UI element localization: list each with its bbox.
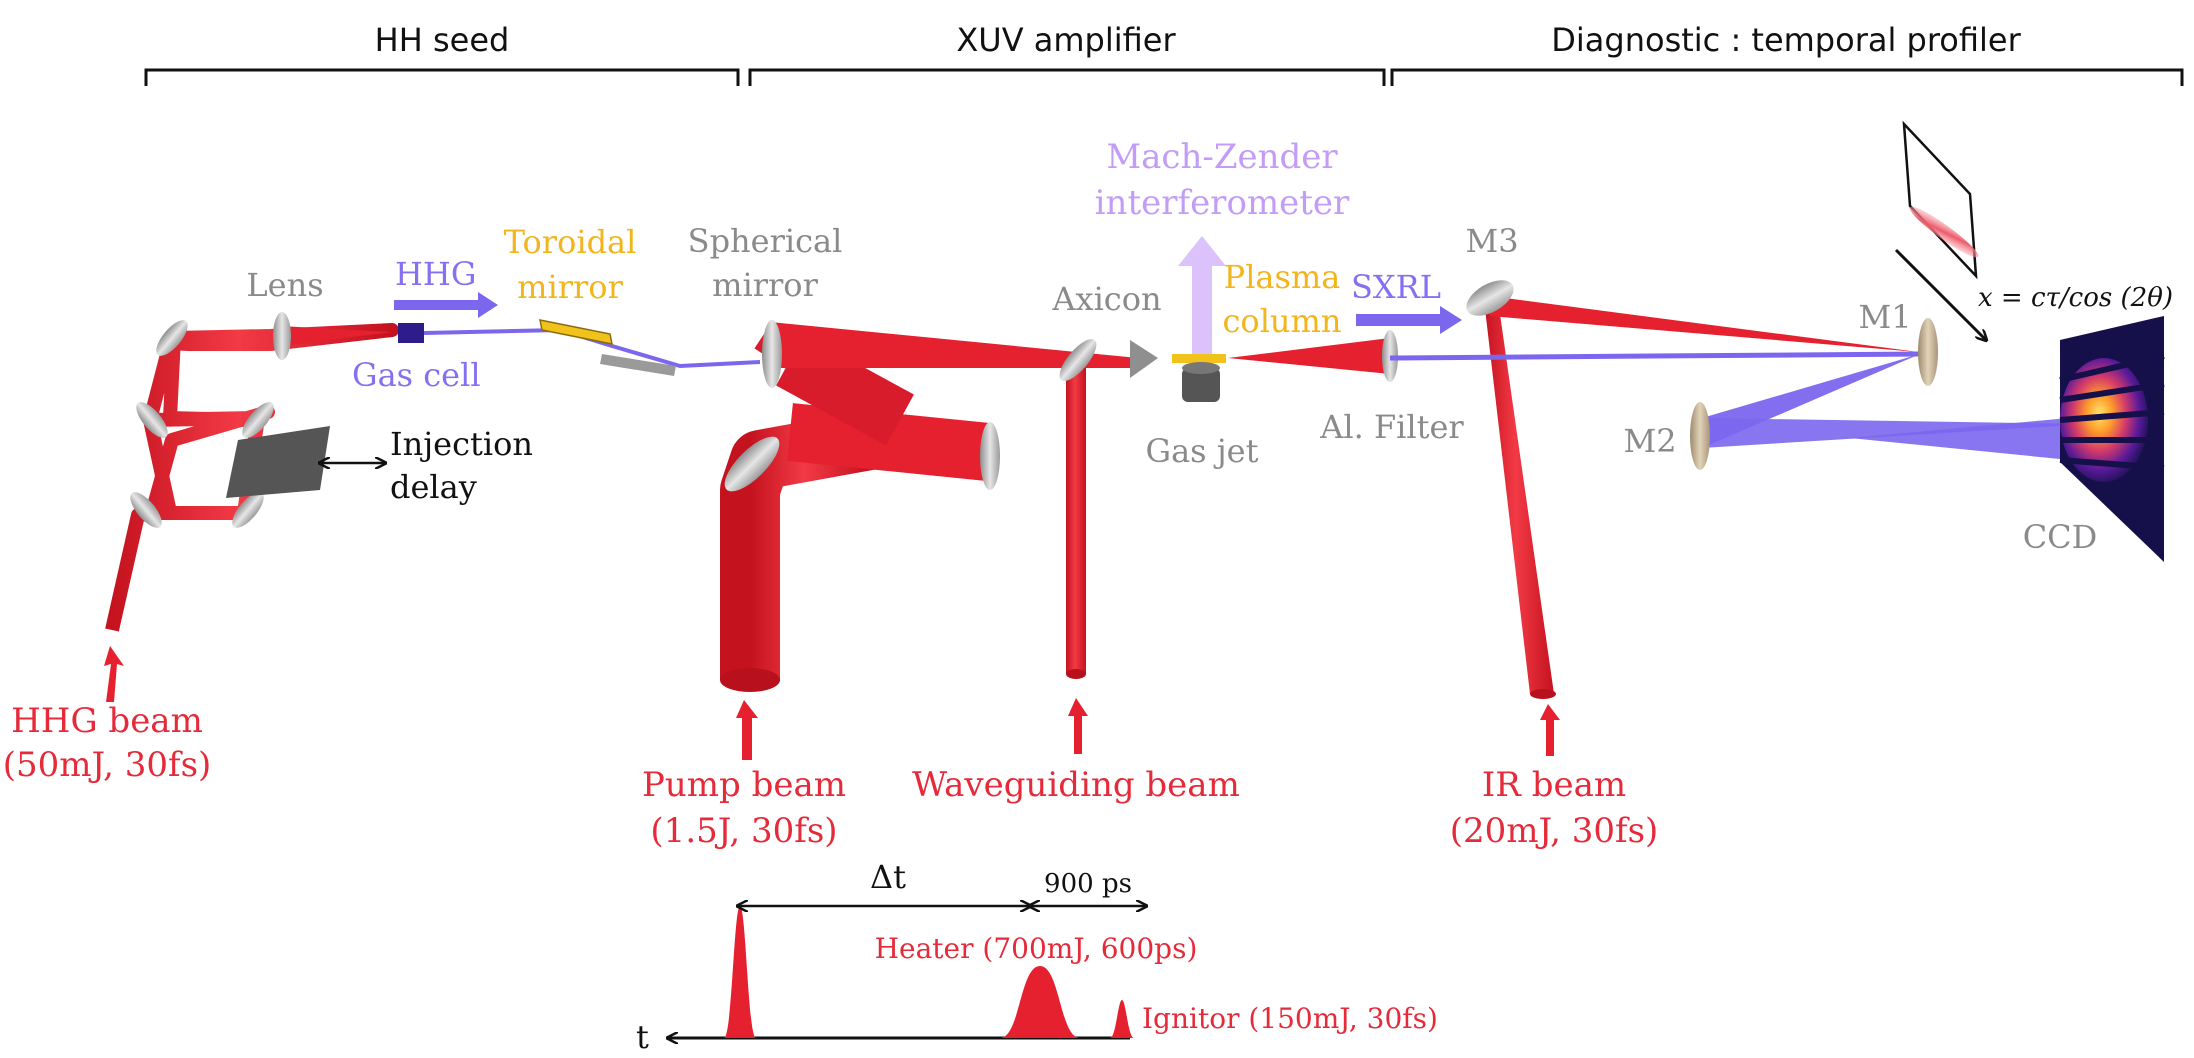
hhg-arrow: [394, 292, 498, 318]
m2-label: M2: [1623, 422, 1676, 460]
xuv-diagnostic-beam: [1390, 354, 1920, 358]
section-diagnostic: Diagnostic : temporal profiler: [1551, 21, 2021, 59]
injection-delay-label-1: Injection: [390, 425, 533, 463]
injection-delay-label-2: delay: [390, 468, 477, 506]
pump-beam-label-1: Pump beam: [642, 765, 846, 805]
section-brackets: [146, 70, 2182, 86]
axicon-label: Axicon: [1051, 280, 1161, 318]
amplified-cone: [1228, 338, 1390, 374]
spherical-mirror-label-1: Spherical: [688, 222, 843, 260]
pump-beam-label-2: (1.5J, 30fs): [650, 811, 837, 851]
m1-mirror: [1918, 318, 1938, 386]
pump-mirror-2: [980, 422, 1000, 490]
ir-beam-to-m1: [1490, 296, 1918, 352]
beam-input-arrows: [104, 646, 1560, 760]
plane-mirror: [600, 354, 676, 376]
spherical-mirror-label-2: mirror: [712, 266, 818, 304]
plasma-column: [1172, 354, 1226, 363]
mach-zender-label-2: interferometer: [1095, 183, 1350, 223]
plasma-column-label-2: column: [1223, 302, 1342, 340]
gas-cell-label: Gas cell: [352, 356, 481, 394]
ir-beam-label-1: IR beam: [1482, 765, 1626, 805]
formula-label: x = cτ/cos (2θ): [1978, 283, 2173, 313]
delta-t-label: Δt: [870, 858, 906, 896]
hhg-beam-label-2: (50mJ, 30fs): [3, 745, 212, 785]
toroidal-mirror-label-1: Toroidal: [504, 223, 637, 261]
gas-cell: [398, 323, 424, 343]
waveguiding-beam: [1066, 368, 1086, 674]
m2-mirror: [1690, 402, 1710, 470]
injection-delay-stage: [226, 426, 330, 498]
heater-pulse: [1000, 966, 1080, 1038]
hhg-label: HHG: [395, 255, 476, 293]
mach-zender-label-1: Mach-Zender: [1106, 137, 1338, 177]
ignitor-label: Ignitor (150mJ, 30fs): [1142, 1002, 1438, 1035]
timing-diagram: t Δt 900 ps Heater (700mJ, 600ps) Ignito…: [636, 858, 1438, 1056]
m1-label: M1: [1858, 298, 1911, 336]
toroidal-mirror: [540, 320, 612, 344]
section-hh-seed: HH seed: [375, 21, 510, 59]
lens: [273, 312, 291, 360]
gap-label: 900 ps: [1044, 869, 1132, 899]
section-xuv-amplifier: XUV amplifier: [956, 21, 1176, 59]
heater-label: Heater (700mJ, 600ps): [875, 932, 1198, 965]
al-filter-label: Al. Filter: [1319, 408, 1464, 446]
plasma-column-label-1: Plasma: [1224, 258, 1341, 296]
hhg-beam-label-1: HHG beam: [11, 701, 203, 741]
sxrl-label: SXRL: [1351, 268, 1441, 306]
m3-label: M3: [1465, 222, 1518, 260]
gas-jet-label: Gas jet: [1146, 432, 1259, 470]
lens-label: Lens: [246, 266, 323, 304]
waveguiding-beam-label: Waveguiding beam: [912, 765, 1240, 805]
mach-zender-arrow: [1178, 236, 1226, 354]
sxrl-arrow: [1356, 306, 1462, 334]
ignitor-pulse: [1110, 1000, 1134, 1038]
time-axis-label: t: [636, 1018, 649, 1056]
spherical-mirror: [762, 320, 782, 388]
toroidal-mirror-label-2: mirror: [517, 268, 623, 306]
ir-beam-label-2: (20mJ, 30fs): [1450, 811, 1659, 851]
axicon: [1130, 340, 1158, 378]
ccd-label: CCD: [2023, 518, 2098, 556]
pump-pulse: [724, 906, 756, 1038]
